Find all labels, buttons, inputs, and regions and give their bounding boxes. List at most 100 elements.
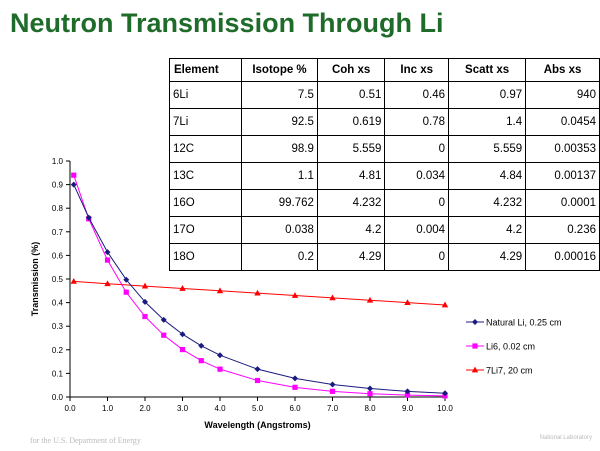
table-cell: 940 [525,81,600,109]
data-point [367,391,373,397]
data-point [216,287,224,294]
series-square [71,172,448,399]
x-tick-label: 10.0 [437,404,453,413]
y-tick-label: 0.8 [52,204,64,213]
data-point [292,384,298,390]
y-tick-label: 0.9 [52,181,64,190]
table-body: 6Li 7.5 0.51 0.46 0.97 940 7Li 92.5 0.619 0.78 1.4… [168,81,600,271]
data-point [367,385,373,392]
data-point [104,280,111,287]
legend-entry: Natural Li, 0.25 cm [466,318,562,328]
data-point [123,276,130,283]
table-cell: 17O [168,216,242,244]
y-tick-label: 0.5 [52,275,64,284]
table-header-cell: Isotope % [241,58,318,82]
table-cell: 0.038 [241,216,318,244]
data-point [85,214,92,221]
table-cell: 0.00137 [525,162,600,190]
table-cell: 0.004 [384,216,449,244]
legend-label: Li6, 0.02 cm [486,342,535,352]
table-row: 16O 99.762 4.232 0 4.232 0.0001 [168,189,600,217]
table-header-cell: Abs xs [525,58,600,82]
legend-entry: 7Li7, 20 cm [466,366,533,376]
data-point [179,285,186,291]
table-cell: 0.78 [384,108,449,136]
table-cell: 5.559 [316,135,385,163]
chart-axes: 0.0 0.1 0.2 0.3 0.4 0.5 0.6 0.7 0.8 0.9 1.0 0.0 1.0 2… [30,157,453,430]
data-point [329,294,336,301]
table-cell: 0.00353 [525,135,600,163]
data-point [217,366,223,372]
table-cell: 1.4 [448,108,526,136]
table-cell: 4.232 [316,189,385,217]
chart-legend: Natural Li, 0.25 cm Li6, 0.02 cm 7Li7, 20 … [466,318,562,376]
data-point [142,313,148,320]
y-tick-label: 0.1 [52,369,64,378]
table-cell: 0.619 [316,108,385,136]
y-tick-label: 0.3 [52,322,64,331]
data-point [141,282,149,289]
table-cell: 13C [168,162,242,190]
table-cell: 4.29 [316,243,385,271]
series-triangle [70,277,449,308]
footer-lab-text: National Laboratory [539,435,592,441]
data-point [329,381,336,388]
table-row: 18O 0.2 4.29 0 4.29 0.00016 [168,243,600,271]
table-row: 7Li 92.5 0.619 0.78 1.4 0.0454 [168,108,600,136]
table-cell: 99.762 [241,189,318,217]
table-cell: 4.81 [316,162,385,190]
x-tick-label: 6.0 [289,404,301,413]
table-cell: 0 [384,189,449,217]
table-cell: 0.0454 [525,108,600,136]
table-header-row: Element Isotope % Coh xs Inc xs Scatt xs Abs … [168,58,600,82]
table-cell: 0 [384,135,449,163]
x-tick-label: 1.0 [102,404,114,413]
slide-title: Neutron Transmission Through Li [10,8,444,38]
table-cell: 5.559 [448,135,526,163]
data-point [291,292,299,298]
table-cell: 16O [168,189,242,217]
data-point [198,342,205,349]
data-point [217,352,223,359]
table-row: 13C 1.1 4.81 0.034 4.84 0.00137 [168,162,600,190]
table-header-cell: Coh xs [316,58,385,82]
x-tick-label: 4.0 [214,404,226,413]
cross-section-table: Element Isotope % Coh xs Inc xs Scatt xs Abs … [168,58,600,271]
data-point [198,358,204,364]
table-cell: 0.97 [448,81,526,109]
data-point [160,316,167,323]
chart-series [70,172,449,399]
x-tick-label: 3.0 [177,404,189,413]
x-tick-label: 5.0 [252,404,264,413]
table-cell: 7Li [168,108,242,136]
table-header-cell: Element [168,58,242,82]
table-cell: 4.84 [448,162,526,190]
data-point [179,331,186,338]
data-point [404,392,411,398]
x-tick-label: 0.0 [64,404,76,413]
data-point [404,388,411,395]
table-header-cell: Inc xs [384,58,449,82]
table-row: 12C 98.9 5.559 0 5.559 0.00353 [168,135,600,163]
data-point [254,366,261,373]
table-cell: 1.1 [241,162,318,190]
x-tick-label: 8.0 [364,404,376,413]
y-tick-label: 0.0 [52,393,64,402]
table-cell: 4.2 [448,216,526,244]
table-cell: 0.51 [316,81,385,109]
data-point [71,172,77,178]
series-diamond [70,181,448,397]
table-cell: 98.9 [241,135,318,163]
table-cell: 6Li [168,81,242,109]
data-point [142,298,148,305]
table-cell: 4.232 [448,189,526,217]
table-row: 17O 0.038 4.2 0.004 4.2 0.236 [168,216,600,244]
table-header-cell: Scatt xs [448,58,526,82]
data-point [441,301,449,308]
data-point [104,257,111,263]
x-tick-label: 2.0 [139,404,151,413]
table-cell: 0.00016 [525,243,600,271]
data-point [123,289,129,295]
x-axis-label: Wavelength (Angstroms) [204,420,310,430]
